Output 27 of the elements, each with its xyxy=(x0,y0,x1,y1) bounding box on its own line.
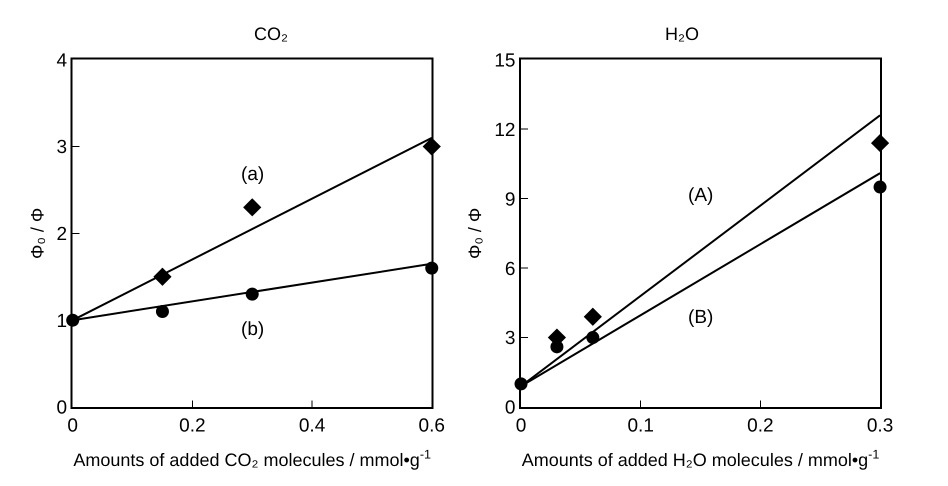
x-tick-label: 0.1 xyxy=(627,416,654,437)
x-tick-label: 0.2 xyxy=(747,416,774,437)
y-tick-label: 4 xyxy=(56,50,68,72)
y-tick-label: 3 xyxy=(56,137,68,158)
series-label: (A) xyxy=(688,185,714,206)
series-label: (B) xyxy=(688,307,714,328)
x-axis-title: Amounts of added H₂O molecules / mmol•g$^{-1}$ xyxy=(522,448,880,470)
x-tick-label: 0.4 xyxy=(298,416,326,437)
y-tick-label: 2 xyxy=(56,224,68,246)
y-tick-label: 6 xyxy=(504,258,516,280)
x-tick-label: 0.3 xyxy=(866,416,894,437)
y-tick-label: 9 xyxy=(504,189,516,210)
y-tick-label: 12 xyxy=(494,120,516,141)
series-label: (a) xyxy=(241,164,264,185)
y-tick-label: 1 xyxy=(56,310,68,332)
x-tick-label: 0.2 xyxy=(179,416,206,437)
y-tick-label: 0 xyxy=(56,398,68,419)
y-tick-label: 3 xyxy=(504,328,516,350)
chart-title: CO₂ xyxy=(254,24,288,44)
y-axis-title: Φ₀ / Φ xyxy=(465,208,486,259)
x-axis-title: Amounts of added CO₂ molecules / mmol•g$^{-1}$ xyxy=(73,448,432,470)
y-tick-label: 15 xyxy=(494,50,516,72)
chart-title: H₂O xyxy=(665,24,699,44)
x-tick-label: 0.6 xyxy=(418,416,445,437)
series-label: (b) xyxy=(241,319,264,340)
y-axis-title: Φ₀ / Φ xyxy=(27,208,48,259)
y-tick-label: 0 xyxy=(504,398,516,419)
